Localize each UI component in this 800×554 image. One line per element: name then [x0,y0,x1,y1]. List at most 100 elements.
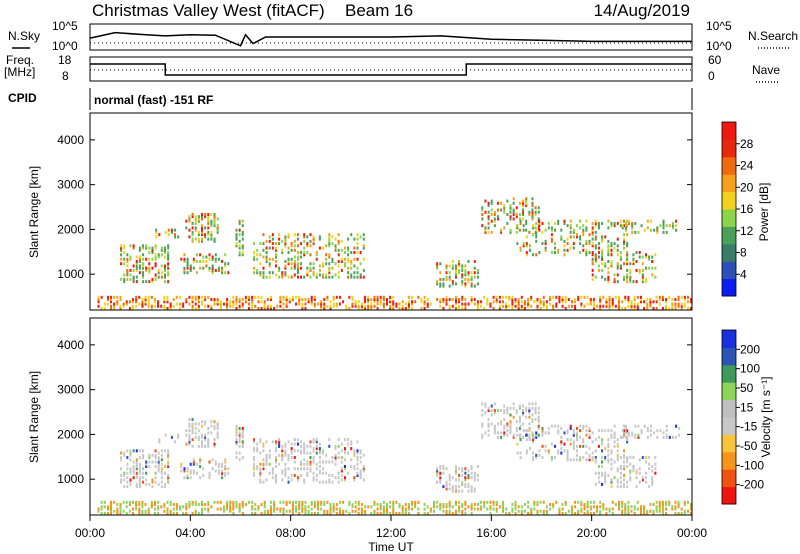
echo-cell [293,244,296,248]
echo-cell [332,302,335,306]
echo-cell [527,302,530,306]
echo-cell [525,449,528,453]
echo-cell [116,509,119,513]
echo-cell [265,257,268,261]
echo-cell [629,478,632,482]
echo-cell [454,503,457,507]
echo-cell [284,449,287,453]
echo-cell [200,509,203,513]
echo-cell [313,512,316,515]
echo-cell [648,467,651,471]
echo-cell [411,302,414,306]
echo-cell [442,509,445,513]
echo-cell [610,253,613,257]
echo-cell [309,239,312,243]
echo-cell [219,302,222,306]
echo-cell [575,435,578,439]
echo-cell [312,237,315,241]
echo-cell [318,449,321,453]
echo-cell [317,512,320,515]
echo-cell [579,424,582,428]
echo-cell [467,485,470,489]
echo-cell [359,473,362,477]
echo-cell [329,300,332,304]
echo-cell [591,230,594,234]
echo-cell [148,482,151,486]
echo-cell [175,507,178,511]
echo-cell [436,469,439,473]
echo-cell [119,505,122,509]
echo-cell [138,266,141,270]
echo-cell [151,480,154,484]
echo-cell [167,271,170,275]
echo-cell [195,471,198,475]
echo-cell [274,242,277,246]
echo-cell [353,275,356,279]
echo-cell [621,435,624,439]
echo-cell [253,456,256,460]
colorbar-cell [722,347,736,366]
echo-cell [671,226,674,230]
echo-cell [538,224,541,228]
echo-cell [182,512,185,515]
echo-cell [605,298,608,302]
echo-cell [160,304,163,308]
echo-cell [208,266,211,270]
echo-cell [470,271,473,275]
echo-cell [656,429,659,433]
echo-cell [470,467,473,471]
echo-cell [373,295,376,299]
echo-cell [359,251,362,255]
colorbar-cell [722,226,736,245]
echo-cell [503,409,506,413]
echo-cell [238,300,241,304]
echo-cell [322,262,325,266]
echo-cell [597,464,600,468]
echo-cell [151,251,154,255]
echo-cell [268,239,271,243]
echo-cell [301,307,304,310]
echo-cell [638,480,641,484]
echo-cell [538,221,541,225]
echo-cell [141,302,144,306]
echo-cell [570,512,573,515]
echo-cell [503,206,506,210]
echo-cell [464,302,467,306]
echo-cell [492,503,495,507]
echo-cell [232,295,235,299]
echo-cell [515,230,518,234]
ytick-label: 3000 [57,178,84,192]
echo-cell [259,462,262,466]
echo-cell [626,273,629,277]
echo-cell [110,307,113,310]
echo-cell [484,404,487,408]
echo-cell [401,512,404,515]
echo-cell [269,298,272,302]
echo-cell [241,429,244,433]
echo-cell [601,255,604,259]
echo-cell [224,460,227,464]
echo-cell [677,500,680,504]
echo-cell [337,271,340,275]
echo-cell [241,435,244,439]
echo-cell [373,512,376,515]
echo-cell [534,212,537,216]
echo-cell [417,507,420,511]
echo-cell [315,451,318,455]
echo-cell [531,210,534,214]
echo-cell [318,268,321,272]
echo-cell [382,298,385,302]
echo-cell [594,253,597,257]
echo-cell [154,471,157,475]
echo-cell [439,300,442,304]
echo-cell [232,300,235,304]
echo-cell [389,512,392,515]
echo-cell [235,424,238,428]
echo-cell [200,435,203,439]
echo-cell [509,429,512,433]
echo-cell [487,221,490,225]
echo-cell [271,476,274,480]
echo-cell [312,456,315,460]
echo-cell [298,300,301,304]
echo-cell [106,512,109,515]
